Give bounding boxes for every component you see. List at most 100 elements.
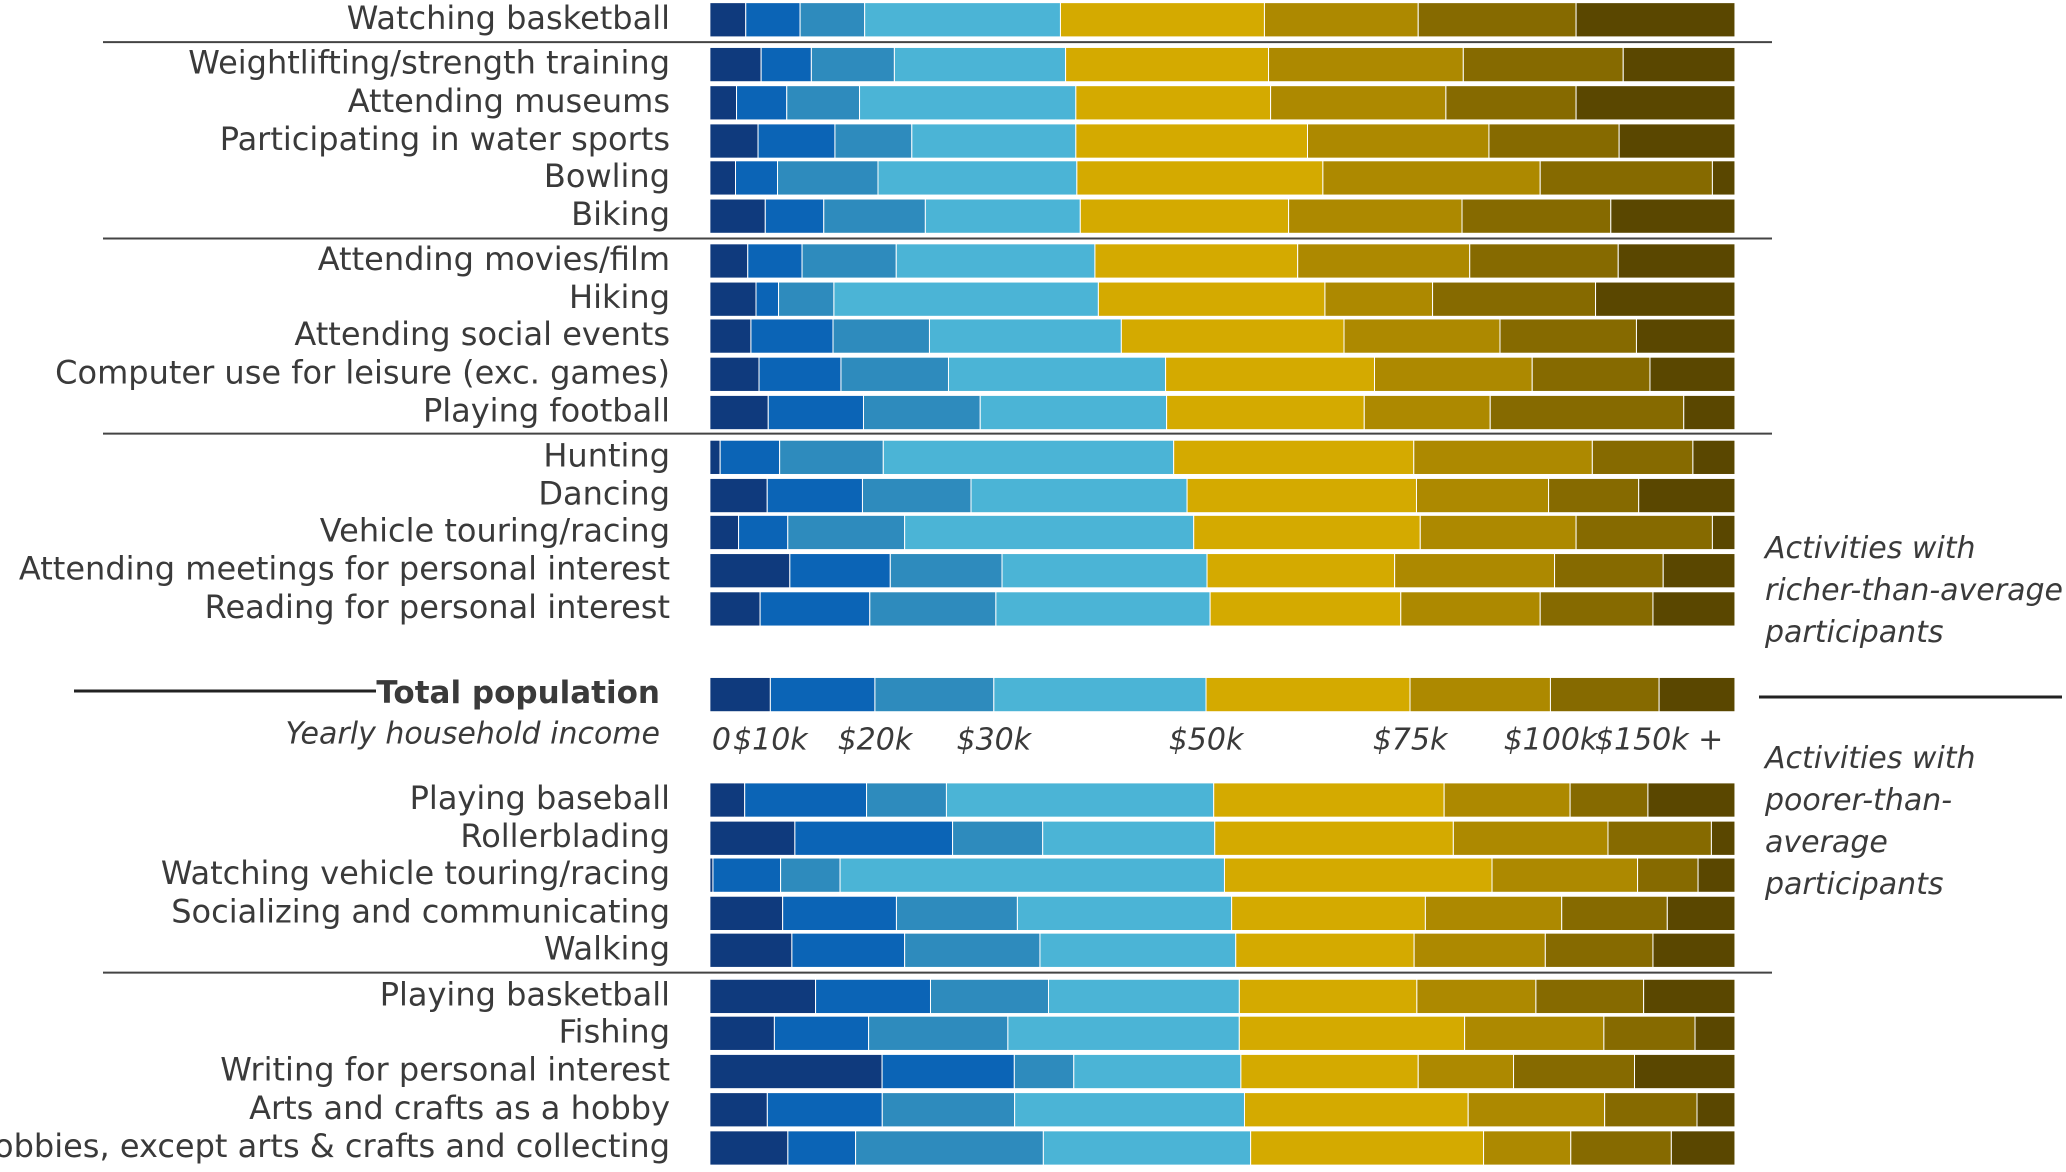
bar-segment — [1268, 46, 1464, 83]
bar-segment — [1307, 123, 1490, 159]
bar-segment — [1173, 439, 1415, 475]
bar-segment — [1658, 676, 1736, 713]
bar-segment — [757, 123, 836, 159]
bar-segment — [1575, 85, 1736, 121]
bar-segment — [833, 281, 1099, 317]
bar-segment — [1075, 85, 1272, 121]
bar-segment — [1443, 782, 1571, 818]
x-tick-label: $100k — [1504, 723, 1599, 758]
category-label: Playing football — [423, 392, 670, 430]
category-label: Attending museums — [348, 82, 670, 120]
bar-segment — [893, 46, 1067, 83]
bar-segment — [1666, 895, 1736, 932]
bar-segment — [1554, 553, 1664, 589]
bar-segment — [709, 2, 747, 38]
category-label: Attending movies/film — [318, 240, 670, 278]
annotation: Activities with richer-than-average part… — [1765, 531, 2063, 650]
bar-segment — [1445, 85, 1577, 121]
bar-segment — [735, 160, 779, 196]
bar-segment — [709, 281, 757, 317]
bar-segment — [709, 85, 738, 121]
bar-segment — [778, 281, 835, 317]
bar-segment — [1432, 281, 1597, 317]
bar-segment — [1424, 895, 1563, 932]
category-label: Rollerblading — [460, 817, 670, 855]
bar-segment — [823, 198, 926, 234]
bar-segment — [1622, 46, 1736, 83]
total-label: Total population — [376, 675, 660, 711]
bar-segment — [709, 676, 771, 713]
bar-segment — [709, 514, 740, 551]
bar-segment — [1223, 857, 1493, 893]
bar-segment — [1373, 356, 1533, 392]
bar-segment — [1001, 553, 1208, 589]
bar-segment — [750, 318, 834, 354]
bar-segment — [799, 2, 866, 38]
bar-segment — [1213, 782, 1445, 818]
bar-segment — [1513, 1053, 1636, 1090]
bar-segment — [1059, 2, 1265, 38]
bar-segment — [1610, 198, 1736, 234]
bar-segment — [744, 782, 868, 818]
bar-segment — [709, 243, 749, 279]
bar-segment — [1416, 978, 1537, 1015]
bar-segment — [1643, 978, 1736, 1015]
bar-segment — [769, 676, 876, 713]
bar-segment — [1535, 978, 1645, 1015]
bar-segment — [1489, 394, 1685, 431]
bar-segment — [1694, 1015, 1736, 1051]
bar-segment — [864, 2, 1061, 38]
category-label: Hiking — [569, 278, 670, 316]
annotation: Activities with poorer-than-average part… — [1765, 741, 1976, 902]
bar-segment — [1462, 46, 1624, 83]
bar-segment — [782, 895, 897, 932]
category-label: Hobbies, except arts & crafts and collec… — [0, 1127, 670, 1165]
bar-segment — [1711, 514, 1736, 551]
bar-segment — [1065, 46, 1270, 83]
bar-segment — [1539, 591, 1654, 627]
category-label: Biking — [571, 195, 670, 233]
bar-segment — [759, 591, 871, 627]
bar-segment — [1461, 198, 1612, 234]
bar-segment — [1250, 1130, 1485, 1166]
bar-segment — [1539, 160, 1713, 196]
bar-segment — [1491, 857, 1639, 893]
bar-segment — [1670, 1130, 1736, 1166]
bar-segment — [1591, 439, 1694, 475]
bar-segment — [1413, 932, 1546, 968]
bar-segment — [881, 1053, 1015, 1090]
bar-segment — [1120, 318, 1345, 354]
bar-segment — [877, 160, 1078, 196]
bar-segment — [764, 198, 825, 234]
x-tick-label: $75k — [1373, 723, 1449, 758]
bar-segment — [709, 820, 796, 856]
bar-segment — [1047, 978, 1240, 1015]
bar-segment — [1647, 782, 1736, 818]
bar-segment — [947, 356, 1167, 392]
category-label: Hunting — [543, 436, 670, 474]
bar-segment — [709, 46, 762, 83]
bar-segment — [895, 243, 1096, 279]
bar-segment — [904, 514, 1195, 551]
bar-segment — [1488, 123, 1620, 159]
bar-segment — [1263, 2, 1419, 38]
bar-segment — [889, 553, 1003, 589]
bar-segment — [1548, 477, 1640, 514]
bar-segment — [1075, 123, 1309, 159]
bar-segment — [859, 85, 1077, 121]
bar-segment — [1561, 895, 1668, 932]
bar-segment — [719, 439, 781, 475]
bar-segment — [709, 553, 791, 589]
bar-segment — [1288, 198, 1463, 234]
bar-segment — [862, 394, 981, 431]
bar-segment — [1635, 318, 1736, 354]
bar-segment — [815, 978, 931, 1015]
bar-segment — [1697, 857, 1736, 893]
bar-segment — [929, 978, 1049, 1015]
category-label: Vehicle touring/racing — [320, 511, 670, 549]
category-label: Writing for personal interest — [220, 1051, 670, 1089]
bar-segment — [855, 1130, 1044, 1166]
category-label: Socializing and communicating — [171, 892, 670, 930]
